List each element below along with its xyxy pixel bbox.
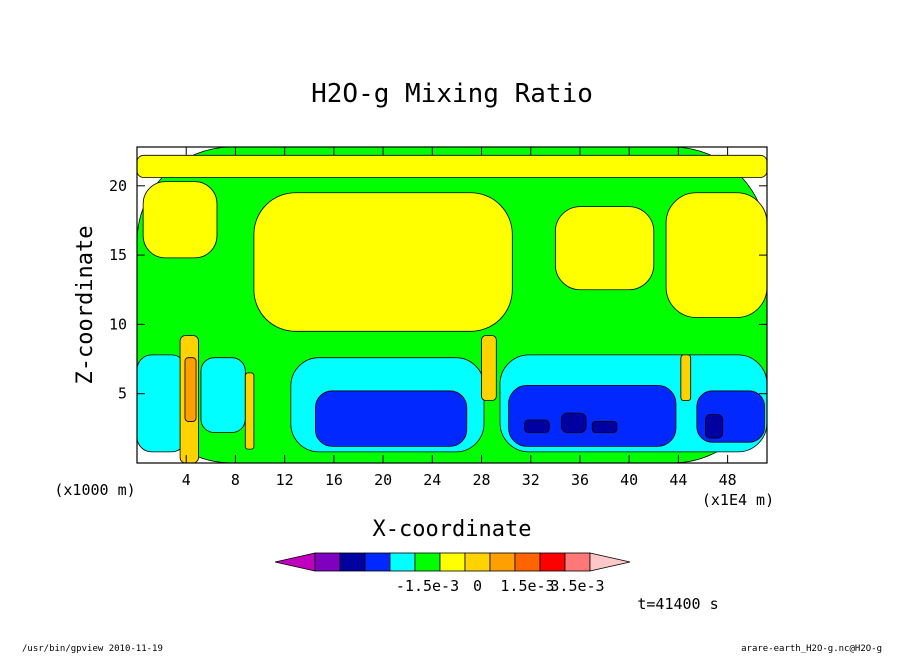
x-tick-label: 48 xyxy=(719,471,737,489)
contour-region-13 xyxy=(524,419,550,433)
x-tick-label: 16 xyxy=(325,471,343,489)
x-tick-label: 32 xyxy=(522,471,540,489)
contour-region-10 xyxy=(315,390,468,447)
x-unit-label: (x1000 m) xyxy=(54,481,135,499)
colorbar-swatch xyxy=(564,552,591,572)
plot-frame xyxy=(136,146,768,464)
contour-region-5 xyxy=(137,154,767,178)
x-tick-label: 44 xyxy=(669,471,687,489)
colorbar-label: -1.5e-3 xyxy=(396,577,459,595)
contour-region-7 xyxy=(200,357,246,433)
y-tick-label: 15 xyxy=(109,246,127,264)
colorbar-label: 3.5e-3 xyxy=(550,577,604,595)
colorbar-low-triangle xyxy=(274,552,316,572)
contour-region-14 xyxy=(561,412,587,433)
chart-title: H2O-g Mixing Ratio xyxy=(311,79,593,109)
colorbar-swatch xyxy=(489,552,516,572)
x-tick-label: 12 xyxy=(276,471,294,489)
contour-region-3 xyxy=(554,206,655,291)
colorbar-swatch xyxy=(314,552,341,572)
contour-region-1 xyxy=(142,181,218,259)
y-tick-label: 10 xyxy=(109,315,127,333)
contour-region-2 xyxy=(253,192,513,332)
footer-left: /usr/bin/gpview 2010-11-19 xyxy=(22,644,163,654)
colorbar-swatch xyxy=(464,552,491,572)
colorbar-swatch xyxy=(414,552,441,572)
contour-region-6 xyxy=(137,354,187,453)
colorbar-label: 1.5e-3 xyxy=(500,577,554,595)
colorbar-high-triangle xyxy=(589,552,631,572)
contour-region-4 xyxy=(665,192,767,318)
x-tick-label: 36 xyxy=(571,471,589,489)
contour-field xyxy=(137,147,767,463)
colorbar-swatch xyxy=(514,552,541,572)
x-tick-label: 8 xyxy=(231,471,240,489)
x-axis-label: X-coordinate xyxy=(373,517,532,542)
footer-right: arare-earth_H2O-g.nc@H2O-g xyxy=(741,644,882,654)
colorbar: -1.5e-3 0 1.5e-33.5e-3 xyxy=(274,552,631,595)
y-tick-label: 20 xyxy=(109,177,127,195)
x-tick-label: 4 xyxy=(182,471,191,489)
colorbar-swatch xyxy=(364,552,391,572)
colorbar-label: 0 xyxy=(473,577,482,595)
x-tick-label: 24 xyxy=(423,471,441,489)
x-scale-label: (x1E4 m) xyxy=(702,491,774,509)
colorbar-swatch xyxy=(389,552,416,572)
x-tick-label: 40 xyxy=(620,471,638,489)
time-stamp: t=41400 s xyxy=(637,595,718,613)
contour-region-20 xyxy=(680,354,692,402)
colorbar-swatch xyxy=(539,552,566,572)
x-axis: 4 8 12 16 20 24 28 32 36 40 44 48 xyxy=(182,147,737,489)
x-tick-label: 28 xyxy=(473,471,491,489)
contour-region-18 xyxy=(184,357,197,422)
contour-region-21 xyxy=(244,372,255,450)
contour-region-16 xyxy=(705,414,724,439)
y-axis: 5 10 15 20 xyxy=(109,177,767,403)
y-tick-label: 5 xyxy=(118,385,127,403)
y-axis-label: Z-coordinate xyxy=(73,226,98,385)
colorbar-swatch xyxy=(339,552,366,572)
contour-region-11 xyxy=(508,384,677,447)
colorbar-swatch xyxy=(439,552,466,572)
contour-region-19 xyxy=(481,335,497,402)
contour-region-15 xyxy=(591,421,618,433)
x-tick-label: 20 xyxy=(374,471,392,489)
